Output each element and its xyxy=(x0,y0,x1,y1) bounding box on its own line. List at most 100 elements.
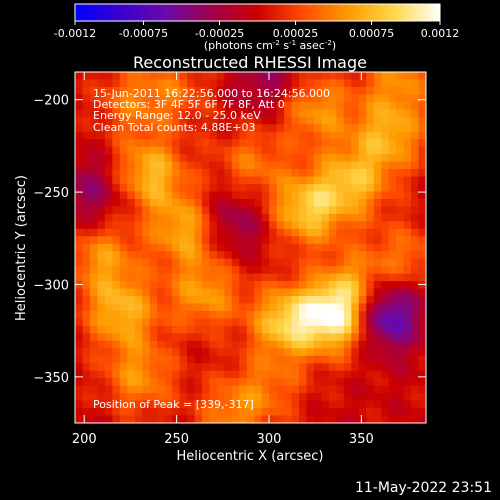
heatmap-cell xyxy=(358,72,367,81)
heatmap-cell xyxy=(142,303,151,312)
heatmap-cell xyxy=(343,258,352,267)
heatmap-cell xyxy=(216,318,225,327)
heatmap-cell xyxy=(403,176,412,185)
heatmap-cell xyxy=(187,228,196,237)
heatmap-cell xyxy=(179,86,188,96)
heatmap-cell xyxy=(411,139,420,148)
heatmap-cell xyxy=(358,385,367,394)
heatmap-cell xyxy=(276,303,285,312)
heatmap-cell xyxy=(134,116,143,125)
heatmap-cell xyxy=(254,258,263,267)
heatmap-cell xyxy=(246,363,255,372)
heatmap-cell xyxy=(187,243,196,252)
heatmap-cell xyxy=(418,176,426,185)
heatmap-cell xyxy=(418,184,426,193)
heatmap-cell xyxy=(358,318,367,327)
heatmap-cell xyxy=(291,318,300,327)
heatmap-cell xyxy=(343,79,352,88)
heatmap-cell xyxy=(299,333,308,342)
heatmap-cell xyxy=(358,258,367,267)
heatmap-cell xyxy=(142,243,151,252)
heatmap-cell xyxy=(411,370,420,379)
heatmap-cell xyxy=(149,101,158,110)
heatmap-cell xyxy=(246,333,255,342)
heatmap-cell xyxy=(216,206,225,215)
heatmap-cell xyxy=(119,131,128,140)
heatmap-cell xyxy=(172,273,181,282)
heatmap-cell xyxy=(306,236,315,245)
heatmap-cell xyxy=(119,273,128,282)
heatmap-cell xyxy=(388,333,397,342)
heatmap-cell xyxy=(172,348,181,357)
heatmap-cell xyxy=(396,355,405,364)
heatmap-cell xyxy=(351,198,360,208)
heatmap-cell xyxy=(381,94,390,103)
heatmap-cell xyxy=(276,109,285,118)
heatmap-cell xyxy=(299,146,308,155)
heatmap-cell xyxy=(142,72,151,81)
heatmap-cell xyxy=(187,348,196,357)
heatmap-cell xyxy=(373,221,382,230)
heatmap-cell xyxy=(209,184,218,193)
heatmap-cell xyxy=(187,72,196,81)
heatmap-cell xyxy=(246,408,255,417)
heatmap-cell xyxy=(112,109,121,118)
heatmap-cell xyxy=(388,303,397,312)
heatmap-cell xyxy=(209,94,218,103)
heatmap-cell xyxy=(388,348,397,357)
heatmap-cell xyxy=(119,355,128,364)
heatmap-cell xyxy=(231,191,240,200)
heatmap-cell xyxy=(366,340,375,349)
heatmap-cell xyxy=(112,281,121,290)
heatmap-cell xyxy=(134,363,143,372)
heatmap-cell xyxy=(164,206,173,215)
heatmap-cell xyxy=(306,273,315,282)
heatmap-cell xyxy=(82,288,91,297)
heatmap-cell xyxy=(127,221,136,230)
heatmap-cell xyxy=(388,385,397,394)
heatmap-cell xyxy=(246,296,255,305)
heatmap-cell xyxy=(269,393,278,402)
heatmap-cell xyxy=(142,378,151,387)
heatmap-cell xyxy=(97,296,106,305)
heatmap-cell xyxy=(194,206,203,215)
heatmap-cell xyxy=(313,184,323,193)
heatmap-cell xyxy=(358,154,367,163)
heatmap-cell xyxy=(134,303,143,312)
heatmap-cell xyxy=(336,221,345,230)
heatmap-cell xyxy=(246,243,255,252)
heatmap-cell xyxy=(321,243,330,252)
heatmap-cell xyxy=(89,385,99,394)
heatmap-cell xyxy=(201,116,211,125)
heatmap-cell xyxy=(284,340,293,349)
heatmap-cell xyxy=(366,206,375,215)
heatmap-cell xyxy=(403,333,412,342)
heatmap-cell xyxy=(194,139,203,148)
heatmap-cell xyxy=(89,109,99,118)
heatmap-cell xyxy=(239,161,248,170)
heatmap-cell xyxy=(261,79,270,88)
heatmap-cell xyxy=(373,169,382,178)
heatmap-cell xyxy=(403,288,412,297)
heatmap-cell xyxy=(358,191,367,200)
heatmap-cell xyxy=(418,251,426,260)
heatmap-cell xyxy=(403,281,412,290)
heatmap-cell xyxy=(328,348,337,357)
heatmap-cell xyxy=(351,116,360,125)
heatmap-cell xyxy=(418,355,426,364)
heatmap-cell xyxy=(336,385,345,394)
heatmap-cell xyxy=(321,213,330,222)
heatmap-cell xyxy=(373,86,382,96)
heatmap-cell xyxy=(321,318,330,327)
heatmap-cell xyxy=(209,124,218,133)
heatmap-cell xyxy=(306,288,315,297)
heatmap-cell xyxy=(224,266,233,275)
heatmap-cell xyxy=(358,79,367,88)
heatmap-cell xyxy=(216,101,225,110)
heatmap-cell xyxy=(373,363,382,372)
heatmap-cell xyxy=(209,131,218,140)
heatmap-cell xyxy=(351,310,360,320)
heatmap-cell xyxy=(418,296,426,305)
heatmap-cell xyxy=(411,236,420,245)
heatmap-cell xyxy=(209,116,218,125)
